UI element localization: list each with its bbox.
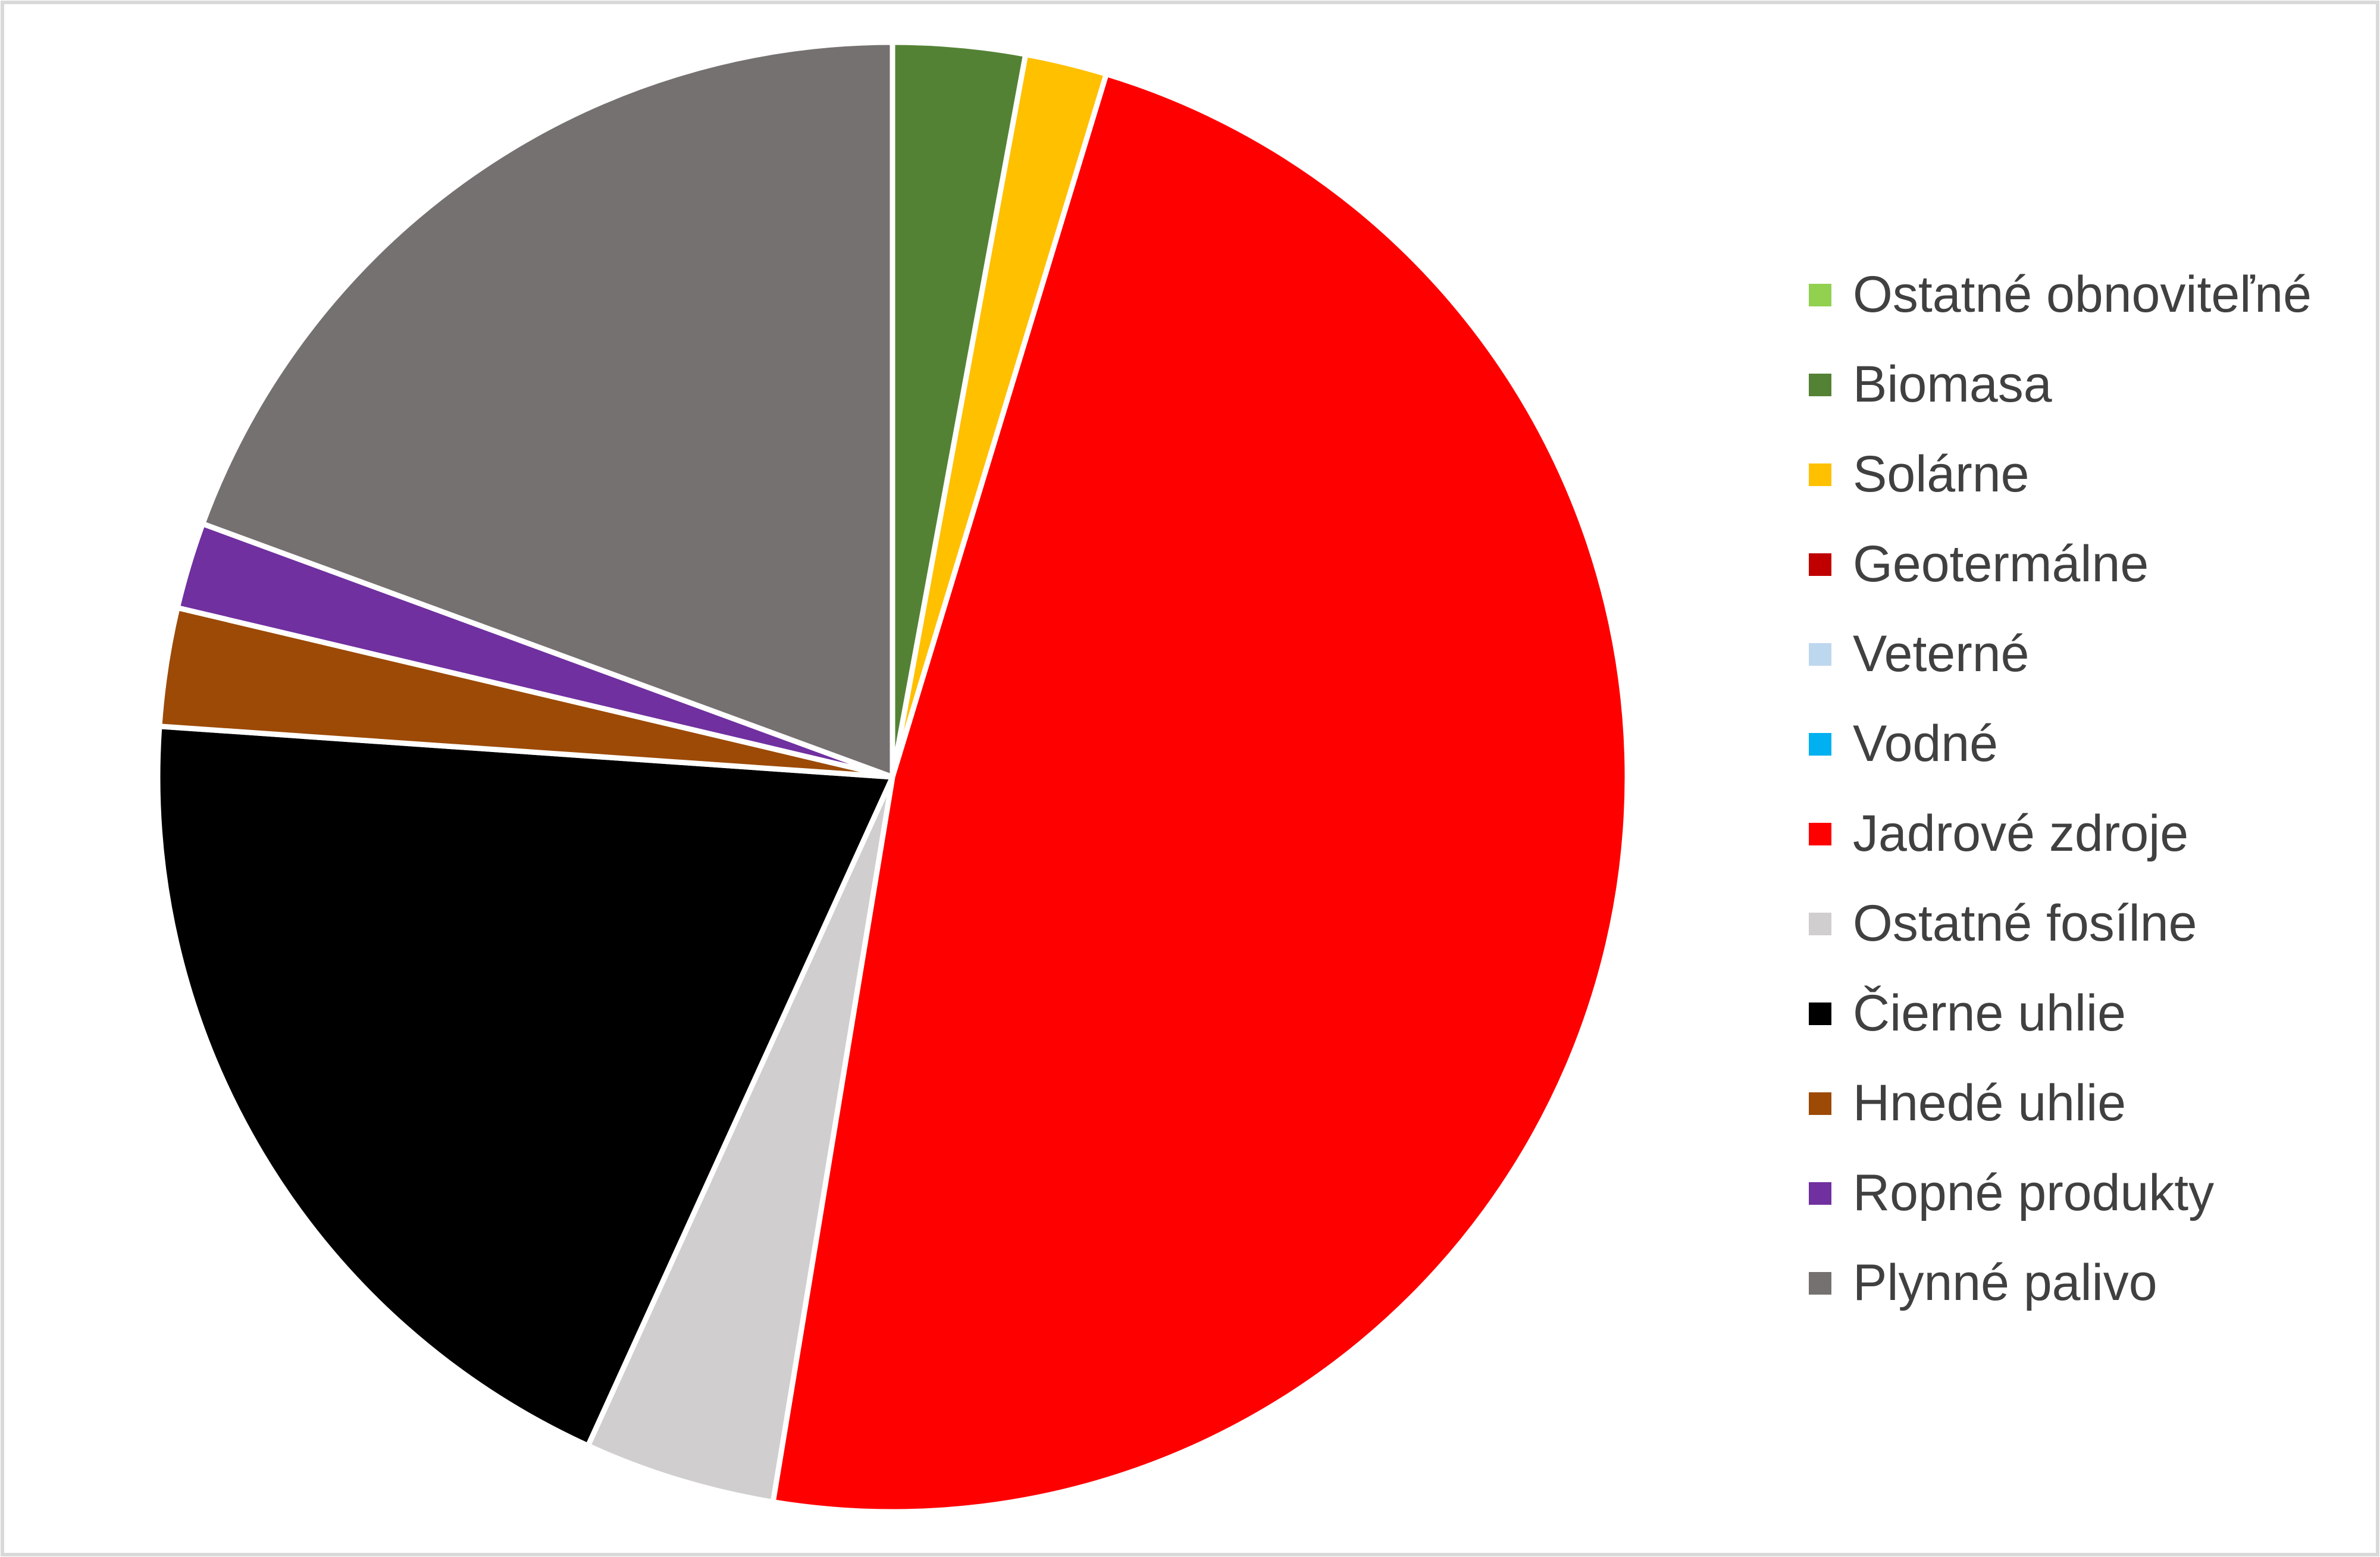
legend-item: Ostatné fosílne [1809,879,2312,969]
legend-item: Plynné palivo [1809,1238,2312,1328]
legend-item: Vodné [1809,699,2312,789]
pie-slices [155,39,1630,1515]
pie-slice-cierne-uhlie [155,723,895,1449]
legend-swatch [1809,1182,1831,1205]
legend-label: Vodné [1853,715,1998,772]
legend-swatch [1809,463,1831,486]
legend-label: Jadrové zdroje [1853,805,2189,862]
legend-swatch [1809,553,1831,576]
legend-swatch [1809,912,1831,935]
legend-label: Solárne [1853,446,2030,503]
pie-slice-ostatne-fosilne [585,774,895,1505]
legend-item: Biomasa [1809,340,2312,430]
legend-label: Čierne uhlie [1853,985,2126,1042]
legend-swatch [1809,283,1831,306]
legend-swatch [1809,1271,1831,1295]
pie-slice-plynne-palivo [200,39,895,780]
legend-item: Hnedé uhlie [1809,1058,2312,1148]
legend-swatch [1809,1002,1831,1025]
legend-item: Ostatné obnoviteľné [1809,250,2312,340]
legend-swatch [1809,1092,1831,1115]
legend-item: Čierne uhlie [1809,969,2312,1058]
legend-item: Veterné [1809,609,2312,699]
legend-label: Ropné produkty [1853,1164,2215,1221]
legend-swatch [1809,373,1831,396]
legend-swatch [1809,643,1831,666]
legend-label: Geotermálne [1853,535,2149,593]
legend-label: Ostatné fosílne [1853,895,2197,952]
legend-label: Ostatné obnoviteľné [1853,266,2312,323]
legend-label: Hnedé uhlie [1853,1074,2127,1132]
pie-slice-jadrove-zdroje [770,71,1630,1515]
legend-label: Plynné palivo [1853,1254,2157,1311]
legend-item: Jadrové zdroje [1809,789,2312,879]
legend-item: Ropné produkty [1809,1148,2312,1238]
legend-item: Solárne [1809,430,2312,519]
legend-swatch [1809,822,1831,845]
legend: Ostatné obnoviteľné Biomasa Solárne Geoterm… [1809,250,2312,1328]
legend-label: Biomasa [1853,356,2052,413]
legend-item: Geotermálne [1809,519,2312,609]
legend-label: Veterné [1853,625,2030,682]
legend-swatch [1809,732,1831,756]
